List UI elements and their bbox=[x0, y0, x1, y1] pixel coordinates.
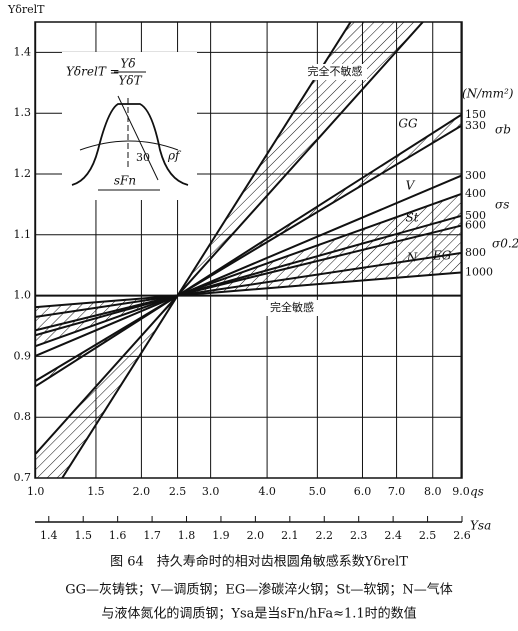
y-axis-label: YδrelT bbox=[7, 3, 45, 16]
qs-tick-label: 3.0 bbox=[202, 485, 220, 498]
series-line bbox=[35, 224, 462, 332]
x2-tick-label: 2.6 bbox=[453, 529, 471, 542]
qs-tick-label: 4.0 bbox=[258, 485, 276, 498]
x2-tick-label: 2.1 bbox=[281, 529, 299, 542]
y-tick-label: 0.7 bbox=[14, 471, 32, 484]
annotation: EG bbox=[432, 249, 452, 263]
x2-tick-label: 1.5 bbox=[74, 529, 92, 542]
qs-tick-label: 5.0 bbox=[309, 485, 327, 498]
x2-tick-label: 2.3 bbox=[350, 529, 368, 542]
qs-tick-label: 2.0 bbox=[133, 485, 151, 498]
qs-tick-label: 6.0 bbox=[354, 485, 372, 498]
annotation: N bbox=[406, 251, 418, 265]
x2-tick-label: 1.9 bbox=[212, 529, 230, 542]
qs-tick-label: 2.5 bbox=[169, 485, 187, 498]
y-tick-label: 0.8 bbox=[14, 410, 32, 423]
x2-tick-label: 2.2 bbox=[316, 529, 334, 542]
x2-tick-label: 1.6 bbox=[109, 529, 127, 542]
annotation: GG bbox=[398, 117, 418, 131]
hatch-region bbox=[35, 22, 423, 478]
qs-tick-label: 8.0 bbox=[424, 485, 442, 498]
series-line bbox=[35, 114, 462, 388]
caption-line: GG—灰铸铁；V—调质钢；EG—渗碳淬火钢；St—软钢；N—气体 bbox=[65, 582, 453, 598]
series-label: 800 bbox=[465, 246, 486, 259]
series-label: 600 bbox=[465, 219, 486, 232]
annotation: 完全敏感 bbox=[270, 300, 314, 314]
series-line bbox=[61, 22, 352, 478]
caption-line: 与液体氮化的调质钢；Ysa是当sFn/hFa≈1.1时的数值 bbox=[101, 606, 416, 622]
y-tick-label: 1.2 bbox=[14, 167, 32, 180]
plot-area bbox=[35, 22, 462, 478]
y-tick-label: 1.0 bbox=[14, 289, 32, 302]
x2-axis-label: Ysa bbox=[470, 519, 491, 533]
tooth-center bbox=[79, 140, 179, 151]
qs-tick-label: 1.0 bbox=[27, 485, 45, 498]
inset-angle: 30 bbox=[136, 151, 150, 164]
inset-denominator: YδT bbox=[118, 74, 142, 88]
annotation: V bbox=[406, 179, 416, 193]
x2-tick-label: 1.4 bbox=[40, 529, 58, 542]
x2-tick-label: 2.0 bbox=[247, 529, 265, 542]
x2-tick-label: 2.4 bbox=[384, 529, 402, 542]
series-line bbox=[35, 22, 425, 455]
series-line bbox=[35, 125, 462, 382]
x-axis-label: qs bbox=[470, 485, 484, 499]
inset-background bbox=[62, 52, 197, 200]
y-tick-label: 1.1 bbox=[14, 228, 32, 241]
annotation: (N/mm²) bbox=[462, 87, 514, 101]
series-label: 400 bbox=[465, 187, 486, 200]
inset-width: sFn bbox=[114, 174, 136, 188]
qs-tick-label: 9.0 bbox=[452, 485, 470, 498]
series-line bbox=[35, 174, 462, 357]
label-background bbox=[303, 64, 367, 80]
series-line bbox=[35, 271, 462, 309]
annotation: σ0.2 bbox=[492, 237, 518, 251]
y-tick-label: 0.9 bbox=[14, 349, 32, 362]
x2-tick-label: 2.5 bbox=[419, 529, 437, 542]
plot-frame bbox=[34, 21, 463, 479]
y-tick-label: 1.3 bbox=[14, 106, 32, 119]
series-line bbox=[35, 252, 462, 318]
inset-numerator: Yδ bbox=[120, 57, 135, 71]
x2-tick-label: 1.8 bbox=[178, 529, 196, 542]
inset-formula: YδrelT = bbox=[66, 65, 120, 79]
annotation: σb bbox=[495, 123, 511, 137]
qs-tick-label: 1.5 bbox=[87, 485, 105, 498]
x2-tick-label: 1.7 bbox=[143, 529, 161, 542]
qs-tick-label: 7.0 bbox=[388, 485, 406, 498]
annotation: σs bbox=[495, 198, 509, 212]
tangent-line bbox=[117, 95, 159, 181]
series-label: 500 bbox=[465, 209, 486, 222]
inset-radius: ρf bbox=[167, 149, 182, 163]
series-label: 330 bbox=[465, 119, 486, 132]
label-background bbox=[260, 300, 324, 316]
tooth-profile bbox=[71, 103, 189, 186]
series-line bbox=[35, 193, 462, 348]
series-label: 150 bbox=[465, 108, 486, 121]
series-label: 300 bbox=[465, 169, 486, 182]
series-label: 1000 bbox=[465, 265, 493, 278]
annotation: St bbox=[405, 211, 418, 225]
annotation: 完全不敏感 bbox=[308, 64, 363, 78]
y-tick-label: 1.4 bbox=[14, 45, 32, 58]
series-line bbox=[35, 214, 462, 337]
caption-title: 图 64 持久寿命时的相对齿根圆角敏感系数YδrelT bbox=[110, 554, 408, 570]
